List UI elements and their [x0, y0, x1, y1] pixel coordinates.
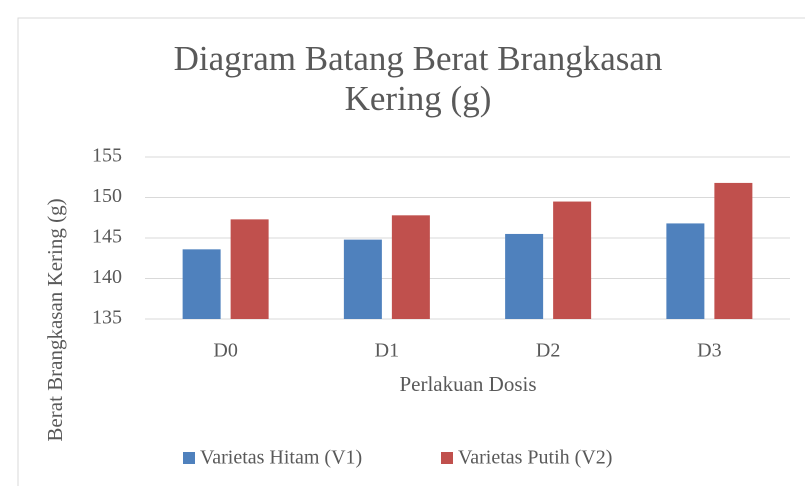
chart-title: Diagram Batang Berat Brangkasan [174, 39, 663, 78]
bar [343, 239, 382, 319]
y-tick-label: 140 [92, 266, 122, 288]
x-tick-label: D3 [697, 340, 721, 362]
legend-swatch [441, 452, 453, 464]
legend-label: Varietas Hitam (V1) [200, 447, 362, 469]
bar [714, 182, 753, 319]
bar [505, 233, 544, 319]
bar [182, 249, 221, 319]
legend-swatch [183, 452, 195, 464]
bar [230, 219, 269, 319]
bar [391, 215, 430, 319]
chart-frame [17, 17, 805, 486]
y-tick-label: 145 [92, 226, 122, 248]
x-tick-label: D2 [536, 340, 560, 362]
y-tick-label: 150 [92, 185, 122, 207]
y-tick-label: 135 [92, 307, 122, 329]
bar [666, 223, 705, 319]
legend-label: Varietas Putih (V2) [458, 447, 612, 469]
chart-title: Kering (g) [345, 79, 492, 118]
y-axis-title: Berat Brangkasan Kering (g) [43, 198, 67, 441]
bar [553, 201, 592, 319]
x-tick-label: D1 [375, 340, 399, 362]
x-axis-title: Perlakuan Dosis [399, 372, 536, 396]
y-tick-label: 155 [92, 145, 122, 167]
x-tick-label: D0 [213, 340, 237, 362]
